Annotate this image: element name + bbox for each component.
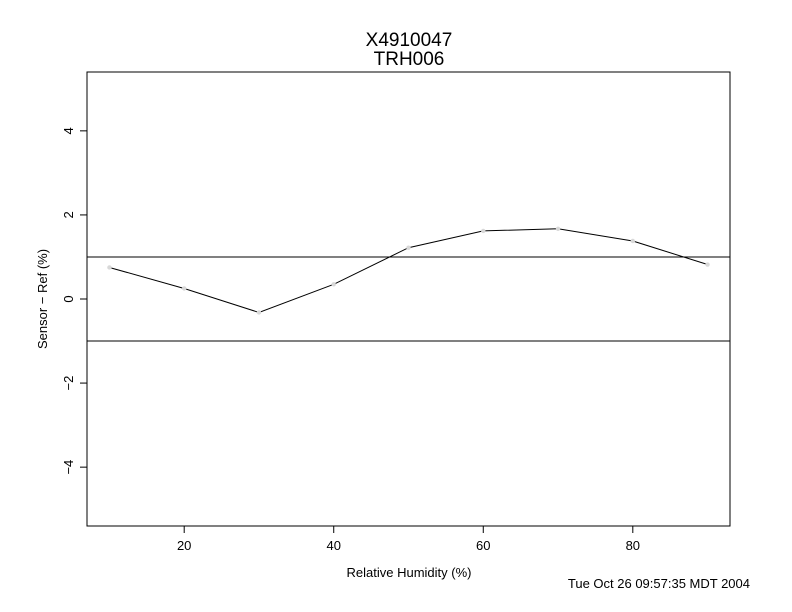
data-point bbox=[181, 286, 187, 291]
chart-title: X4910047 bbox=[366, 30, 453, 51]
data-point bbox=[705, 262, 710, 267]
data-point bbox=[555, 226, 561, 231]
y-tick-label: 0 bbox=[61, 295, 76, 302]
data-point bbox=[630, 238, 636, 244]
plot-frame bbox=[86, 71, 731, 527]
data-point bbox=[406, 245, 411, 250]
data-point bbox=[256, 310, 262, 315]
x-tick-label: 40 bbox=[326, 538, 340, 553]
x-axis: 20 40 60 80 bbox=[177, 526, 640, 553]
data-series bbox=[107, 226, 710, 315]
y-tick-label: −4 bbox=[61, 460, 76, 475]
y-tick-label: 2 bbox=[61, 211, 76, 218]
data-point bbox=[107, 265, 112, 270]
y-tick-label: 4 bbox=[61, 127, 76, 134]
chart-subtitle: TRH006 bbox=[374, 49, 445, 70]
series-line bbox=[109, 228, 708, 313]
timestamp: Tue Oct 26 09:57:35 MDT 2004 bbox=[568, 576, 750, 591]
x-axis-label: Relative Humidity (%) bbox=[347, 565, 472, 580]
data-point bbox=[481, 228, 486, 234]
x-tick-label: 60 bbox=[476, 538, 490, 553]
x-tick-label: 80 bbox=[626, 538, 640, 553]
y-axis-label: Sensor − Ref (%) bbox=[35, 249, 50, 349]
reference-lines bbox=[87, 256, 730, 342]
data-point bbox=[331, 282, 336, 287]
y-axis: −4 −2 0 2 4 bbox=[61, 127, 87, 475]
y-tick-label: −2 bbox=[61, 376, 76, 391]
x-tick-label: 20 bbox=[177, 538, 191, 553]
